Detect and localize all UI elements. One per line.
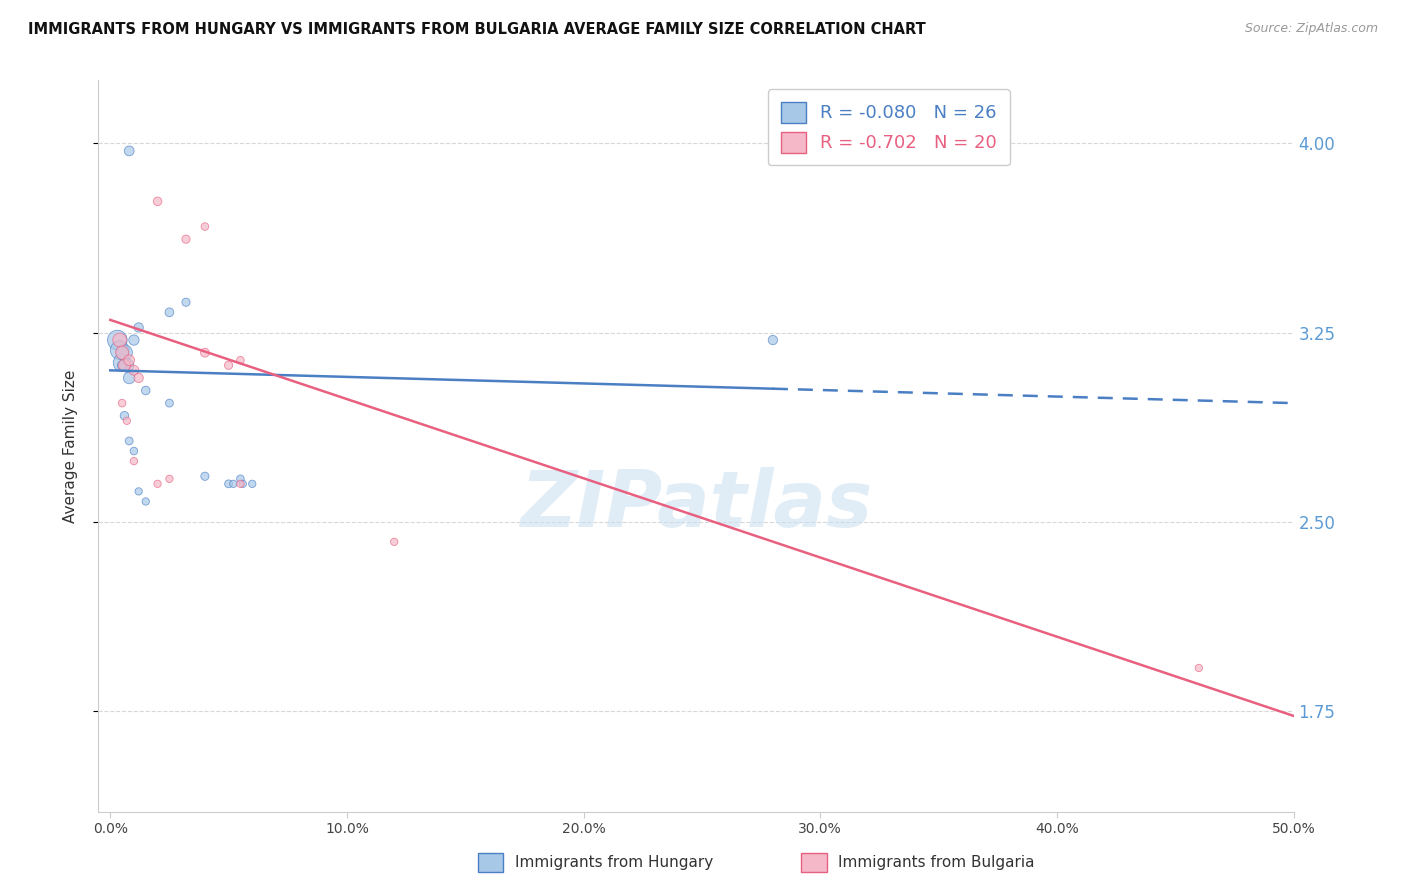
- Point: [118, 144, 141, 158]
- Point: [115, 359, 138, 373]
- Point: [174, 232, 197, 246]
- Point: [194, 469, 217, 483]
- Point: [382, 534, 405, 549]
- Point: [146, 476, 169, 491]
- Point: [118, 371, 141, 385]
- Point: [229, 353, 252, 368]
- Point: [111, 396, 134, 410]
- Point: [128, 320, 150, 334]
- Point: [114, 345, 136, 359]
- Point: [1188, 661, 1211, 675]
- Point: [108, 333, 131, 347]
- Text: IMMIGRANTS FROM HUNGARY VS IMMIGRANTS FROM BULGARIA AVERAGE FAMILY SIZE CORRELAT: IMMIGRANTS FROM HUNGARY VS IMMIGRANTS FR…: [28, 22, 927, 37]
- Point: [115, 414, 138, 428]
- Point: [194, 219, 217, 234]
- Point: [111, 345, 134, 359]
- Point: [128, 484, 150, 499]
- Point: [146, 194, 169, 209]
- Text: ZIPatlas: ZIPatlas: [520, 467, 872, 542]
- Point: [157, 472, 180, 486]
- Point: [122, 454, 145, 468]
- Point: [218, 359, 240, 373]
- Point: [229, 476, 252, 491]
- Point: [135, 384, 157, 398]
- Point: [240, 476, 263, 491]
- Text: Immigrants from Hungary: Immigrants from Hungary: [515, 855, 713, 870]
- Point: [105, 333, 128, 347]
- Point: [232, 476, 254, 491]
- Legend: R = -0.080   N = 26, R = -0.702   N = 20: R = -0.080 N = 26, R = -0.702 N = 20: [768, 89, 1010, 165]
- Point: [135, 494, 157, 508]
- Point: [118, 434, 141, 448]
- Point: [118, 353, 141, 368]
- Point: [114, 359, 136, 373]
- Point: [222, 476, 245, 491]
- Y-axis label: Average Family Size: Average Family Size: [63, 369, 77, 523]
- Point: [122, 333, 145, 347]
- Point: [174, 295, 197, 310]
- Point: [111, 359, 134, 373]
- Point: [108, 343, 131, 358]
- Point: [229, 472, 252, 486]
- Point: [762, 333, 785, 347]
- Point: [128, 371, 150, 385]
- Point: [157, 305, 180, 319]
- Point: [157, 396, 180, 410]
- Text: Source: ZipAtlas.com: Source: ZipAtlas.com: [1244, 22, 1378, 36]
- Point: [114, 409, 136, 423]
- Point: [122, 444, 145, 458]
- Point: [194, 345, 217, 359]
- Point: [218, 476, 240, 491]
- Text: Immigrants from Bulgaria: Immigrants from Bulgaria: [838, 855, 1035, 870]
- Point: [111, 356, 134, 370]
- Point: [122, 363, 145, 377]
